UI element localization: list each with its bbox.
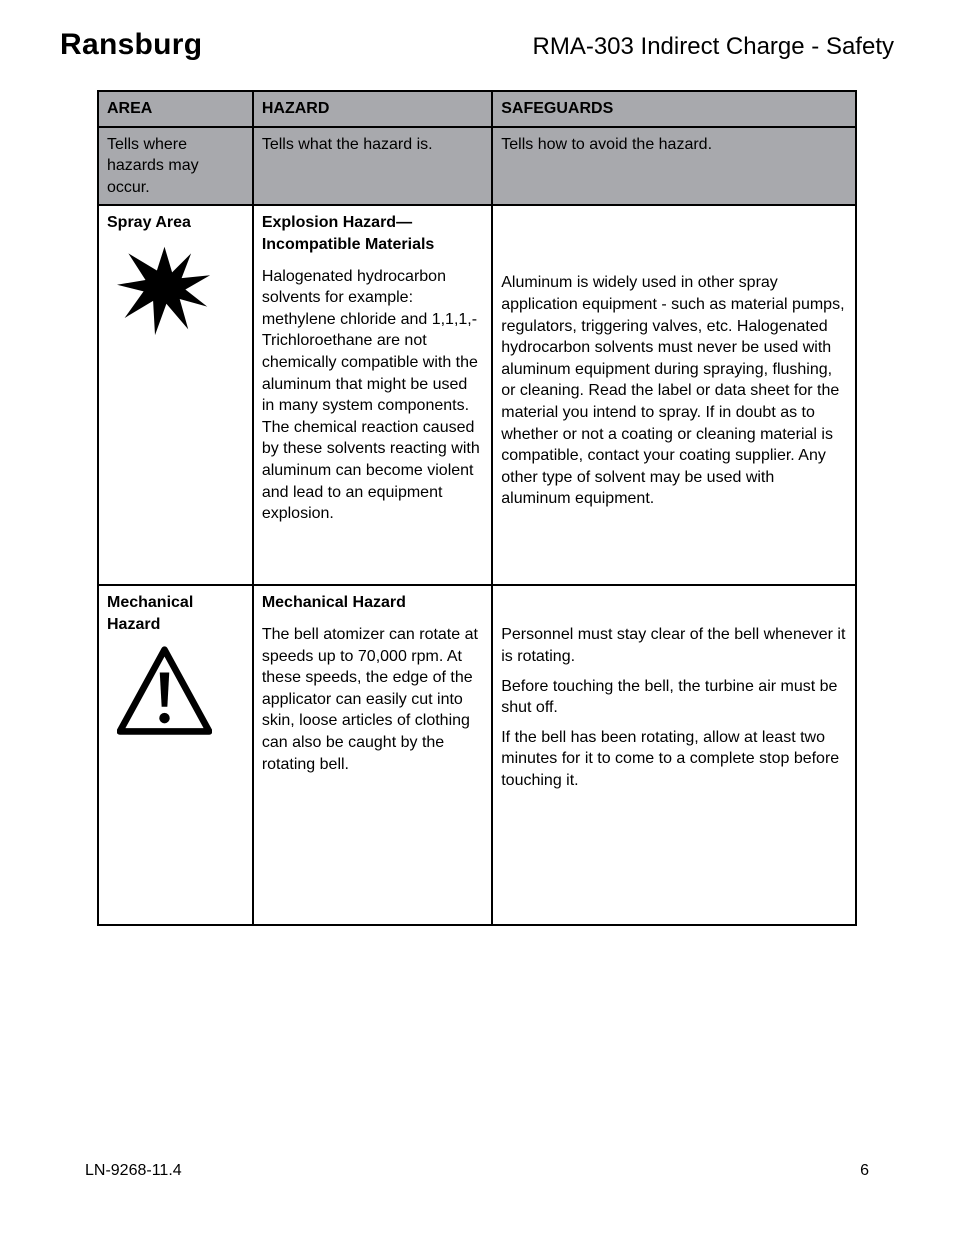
- area-cell: Mechanical Hazard: [98, 585, 253, 925]
- table-header-row: AREA HAZARD SAFEGUARDS: [98, 91, 856, 127]
- area-label: Spray Area: [107, 214, 191, 231]
- table-desc-row: Tells where hazards may occur. Tells wha…: [98, 127, 856, 206]
- desc-area: Tells where hazards may occur.: [98, 127, 253, 206]
- hazard-title: Mechanical Hazard: [262, 592, 483, 614]
- area-cell: Spray Area: [98, 205, 253, 585]
- col-header-safeguards: SAFEGUARDS: [492, 91, 856, 127]
- desc-safeguards: Tells how to avoid the hazard.: [492, 127, 856, 206]
- page-number: 6: [860, 1162, 869, 1180]
- table-row: Mechanical Hazard Mechanical Hazard The …: [98, 585, 856, 925]
- hazard-table: AREA HAZARD SAFEGUARDS Tells where hazar…: [97, 90, 857, 926]
- area-label: Mechanical Hazard: [107, 594, 193, 633]
- col-header-hazard: HAZARD: [253, 91, 492, 127]
- page-footer: LN-9268-11.4 6: [85, 1162, 869, 1180]
- explosion-icon: [117, 242, 244, 337]
- safeguards-body: Personnel must stay clear of the bell wh…: [501, 592, 847, 791]
- warning-triangle-icon: [117, 644, 244, 739]
- brand-name: Ransburg: [60, 28, 202, 62]
- hazard-cell: Mechanical Hazard The bell atomizer can …: [253, 585, 492, 925]
- col-header-area: AREA: [98, 91, 253, 127]
- desc-hazard: Tells what the hazard is.: [253, 127, 492, 206]
- hazard-body: Halogenated hydrocarbon solvents for exa…: [262, 266, 483, 525]
- doc-number: LN-9268-11.4: [85, 1162, 182, 1180]
- document-title: RMA-303 Indirect Charge - Safety: [533, 33, 895, 61]
- safeguards-cell: Personnel must stay clear of the bell wh…: [492, 585, 856, 925]
- hazard-title: Explosion Hazard— Incompatible Materials: [262, 212, 483, 255]
- safeguards-cell: Aluminum is widely used in other spray a…: [492, 205, 856, 585]
- hazard-body: The bell atomizer can rotate at speeds u…: [262, 624, 483, 775]
- safeguards-body: Aluminum is widely used in other spray a…: [501, 212, 847, 510]
- page: Ransburg RMA-303 Indirect Charge - Safet…: [0, 0, 954, 1235]
- table-row: Spray Area Explosion Hazard— Incompatibl…: [98, 205, 856, 585]
- page-header: Ransburg RMA-303 Indirect Charge - Safet…: [60, 28, 894, 62]
- hazard-cell: Explosion Hazard— Incompatible Materials…: [253, 205, 492, 585]
